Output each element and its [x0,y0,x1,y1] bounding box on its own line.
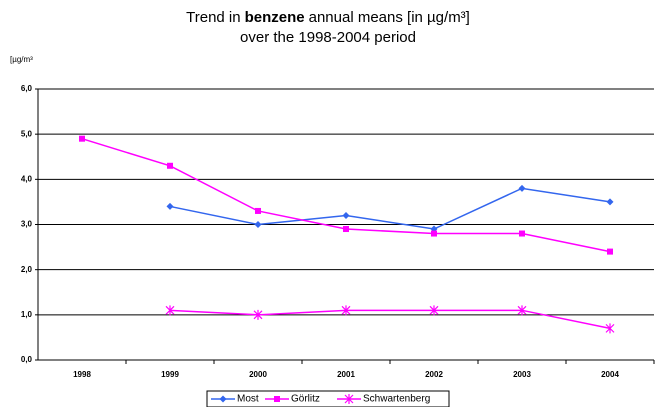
marker [606,198,614,206]
legend-label: Görlitz [291,394,320,405]
y-tick-label: 4,0 [21,174,33,183]
x-tick-label: 1998 [73,370,91,379]
x-tick-label: 1999 [161,370,179,379]
y-tick-label: 0,0 [21,355,33,364]
marker [79,135,85,142]
marker [167,162,173,169]
marker [605,323,615,334]
marker [342,211,350,219]
marker [343,226,349,233]
marker [518,184,526,192]
marker [341,305,351,316]
legend-label: Schwartenberg [363,394,430,405]
legend: Most Görlitz Schwartenberg [206,390,450,407]
y-tick-label: 5,0 [21,129,33,138]
legend-box [206,390,450,407]
marker [519,230,525,237]
marker [254,221,262,228]
marker [253,309,263,320]
title-part: benzene [245,9,305,26]
y-tick-label: 1,0 [21,310,33,319]
y-tick-label: 3,0 [21,220,33,229]
y-axis-label: [µg/m³ [10,55,33,64]
legend-label: Most [237,394,259,405]
marker [165,305,175,316]
chart-subtitle: over the 1998-2004 period [240,29,416,46]
y-tick-label: 6,0 [21,84,33,93]
marker [431,230,437,237]
x-tick-label: 2003 [513,370,531,379]
x-tick-label: 2002 [425,370,443,379]
series-line [81,137,611,253]
marker [274,396,280,402]
marker [166,202,174,210]
marker [255,207,261,214]
x-tick-label: 2000 [249,370,267,379]
series-line [169,309,611,330]
marker [517,305,527,316]
y-tick-label: 2,0 [21,265,33,274]
marker [607,248,613,255]
chart-title: Trend in benzene annual means [in µg/m³] [186,9,470,26]
title-part: Trend in [186,9,240,26]
title-part: annual means [in µg/m³] [309,9,470,26]
x-tick-label: 2001 [337,370,355,379]
series-line [169,187,611,230]
marker [429,305,439,316]
x-tick-label: 2004 [601,370,619,379]
marker [344,394,354,404]
marker [219,395,227,403]
